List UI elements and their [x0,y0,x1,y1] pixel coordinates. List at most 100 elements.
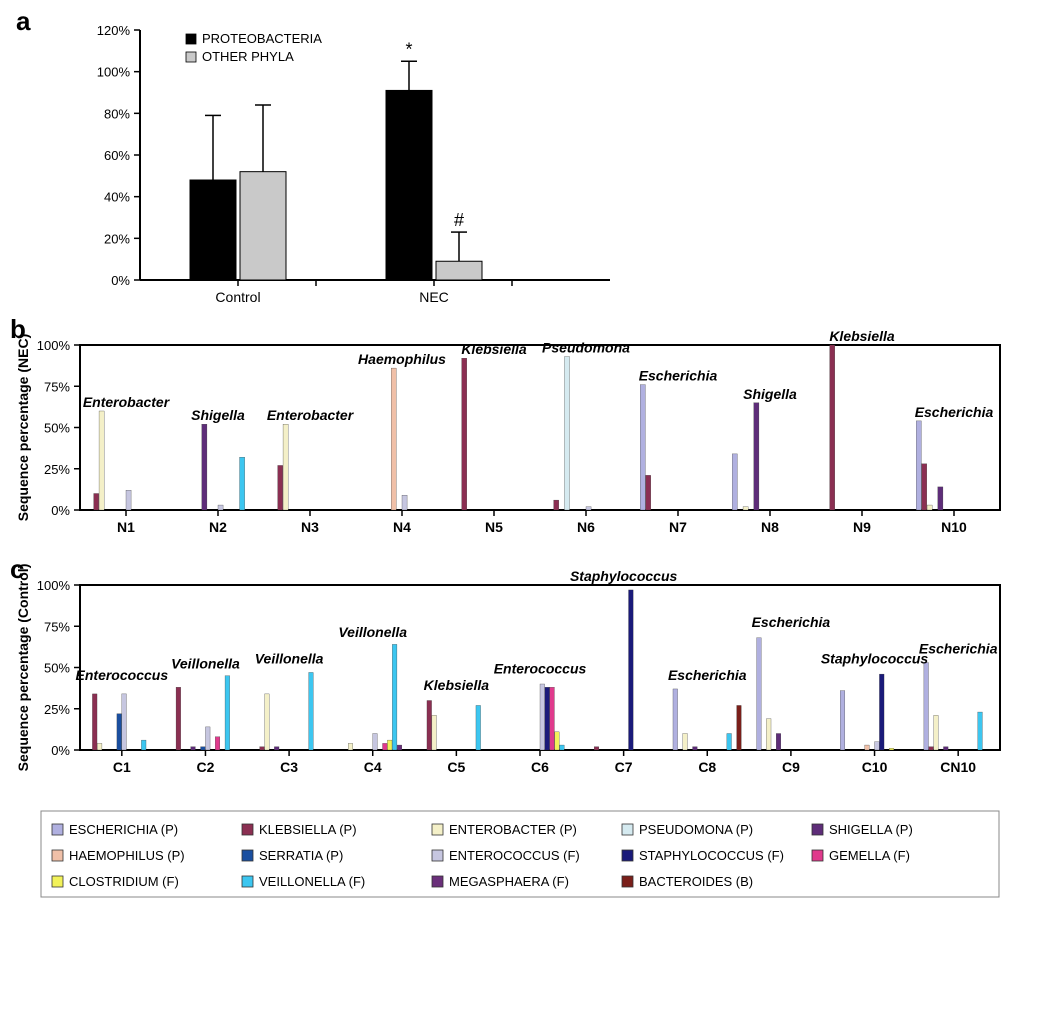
legend-label: KLEBSIELLA (P) [259,822,357,837]
bar-annotation: Pseudomona [542,340,630,356]
legend-swatch [432,876,443,887]
bar [94,494,99,511]
legend-label: SERRATIA (P) [259,848,343,863]
ytick: 25% [44,702,70,717]
bar [737,705,742,750]
ytick: 0% [111,273,130,288]
bar [462,358,467,510]
annotation: * [405,39,412,59]
bar [309,672,314,750]
panel-a: a 0%20%40%60%80%100%120%ControlNEC*#PROT… [10,10,1040,320]
bar [283,424,288,510]
bar-annotation: Enterobacter [83,394,171,410]
bar [117,714,122,750]
legend-label: PROTEOBACTERIA [202,31,322,46]
bar [640,385,645,510]
bar [240,172,286,280]
bar-annotation: Staphylococcus [821,651,929,667]
legend: ESCHERICHIA (P)KLEBSIELLA (P)ENTEROBACTE… [40,810,1040,900]
bar [934,715,939,750]
bar [202,424,207,510]
bar [776,734,781,751]
bar [176,687,181,750]
ytick: 80% [104,106,130,121]
legend-swatch [52,824,63,835]
ytick: 0% [51,743,70,758]
bar [141,740,146,750]
bar-annotation: Klebsiella [829,328,895,344]
bar [92,694,97,750]
group-label: C6 [531,759,549,775]
bar-annotation: Veillonella [171,655,240,671]
group-label: N8 [761,519,779,535]
bar [240,457,245,510]
legend-label: GEMELLA (F) [829,848,910,863]
panel-c-label: c [10,554,24,585]
group-label: NEC [419,289,449,305]
bar-annotation: Klebsiella [461,341,527,357]
bar [436,261,482,280]
bar [205,727,210,750]
bar [191,747,196,750]
legend-swatch [812,824,823,835]
bar-annotation: Haemophilus [358,351,446,367]
legend-swatch [242,824,253,835]
group-label: C4 [364,759,382,775]
bar [978,712,983,750]
bar [392,644,397,750]
bar-annotation: Staphylococcus [570,568,678,584]
ytick: 75% [44,379,70,394]
legend-swatch [622,850,633,861]
bar-annotation: Escherichia [915,404,994,420]
legend-label: OTHER PHYLA [202,49,294,64]
ytick: 40% [104,190,130,205]
legend-label: CLOSTRIDIUM (F) [69,874,179,889]
bar-annotation: Escherichia [639,368,718,384]
bar [840,691,845,750]
bar [683,734,688,751]
bar [754,403,759,510]
legend-swatch [52,850,63,861]
bar-annotation: Escherichia [919,641,998,657]
bar [916,421,921,510]
ytick: 60% [104,148,130,163]
bar [386,90,432,280]
ytick: 20% [104,231,130,246]
bar-annotation: Escherichia [668,667,747,683]
bar [673,689,678,750]
bar [274,747,279,750]
bar [929,747,934,750]
legend-label: ENTEROCOCCUS (F) [449,848,580,863]
bar-annotation: Shigella [743,386,797,402]
legend-swatch [432,850,443,861]
bar [260,747,265,750]
legend-swatch [242,876,253,887]
group-label: C3 [280,759,298,775]
ytick: 50% [44,661,70,676]
bar [594,747,599,750]
bar [766,719,771,750]
ytick: 0% [51,503,70,518]
bar [99,411,104,510]
bar-annotation: Enterococcus [494,660,587,676]
legend-label: MEGASPHAERA (F) [449,874,569,889]
group-label: N7 [669,519,687,535]
ytick: 50% [44,421,70,436]
bar [586,507,591,510]
panel-b: b 0%25%50%75%100%Sequence percentage (NE… [10,320,1040,560]
ytick: 100% [37,578,71,593]
legend-swatch [622,876,633,887]
group-label: N1 [117,519,135,535]
annotation: # [454,210,464,230]
bar [190,180,236,280]
legend-swatch [186,34,196,44]
bar [922,464,927,510]
bar [646,475,651,510]
ytick: 25% [44,462,70,477]
legend-label: SHIGELLA (P) [829,822,913,837]
legend-label: BACTEROIDES (B) [639,874,753,889]
bar [218,505,223,510]
legend-label: HAEMOPHILUS (P) [69,848,185,863]
bar [743,507,748,510]
legend-swatch [432,824,443,835]
